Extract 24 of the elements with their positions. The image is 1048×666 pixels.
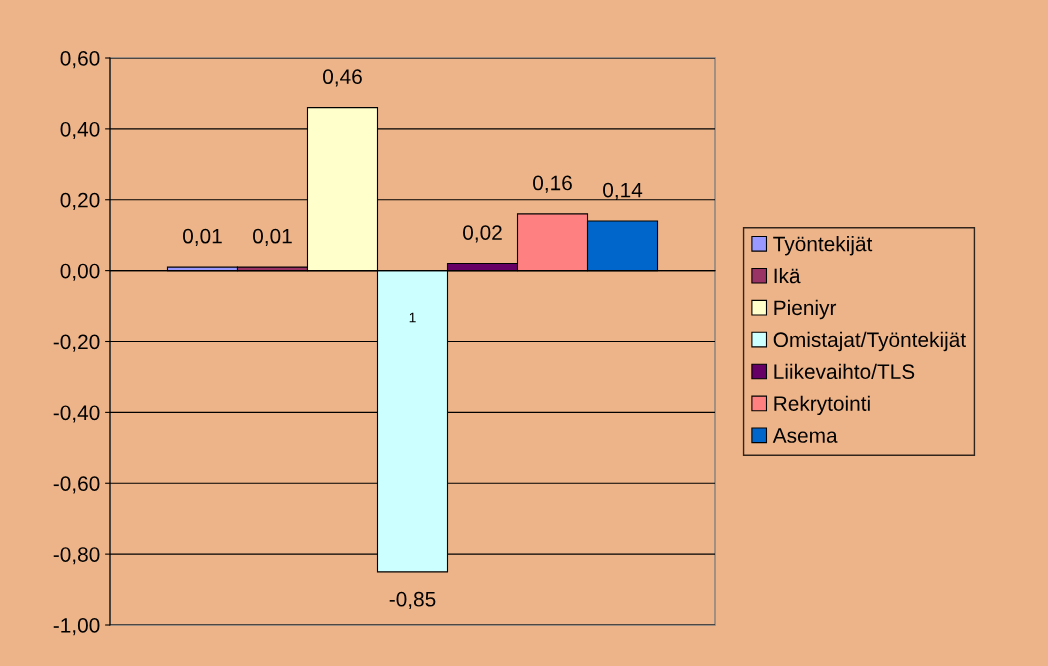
legend-label: Ikä xyxy=(774,267,801,284)
data-label: 0,14 xyxy=(603,182,643,200)
legend-label: Rekrytointi xyxy=(774,395,870,416)
y-tick-label: 0,00 xyxy=(60,263,100,281)
x-tick-label: 1 xyxy=(409,312,416,323)
y-tick-label: 0,20 xyxy=(60,192,100,210)
data-label: 0,01 xyxy=(183,228,222,246)
y-tick-label: -1,00 xyxy=(53,618,100,636)
legend-label: Pieniyr xyxy=(774,299,837,320)
legend-label: Työntekijät xyxy=(773,236,873,256)
y-tick-label: -0,40 xyxy=(53,405,100,423)
y-tick-label: -0,80 xyxy=(53,547,100,565)
data-label: 0,46 xyxy=(323,69,362,87)
legend-label: Liikevaihto/TLS xyxy=(774,363,915,380)
y-tick-label: -0,60 xyxy=(53,476,100,494)
y-tick-label: 0,60 xyxy=(60,51,100,69)
data-label: 0,16 xyxy=(533,175,572,193)
data-label: 0,02 xyxy=(463,225,502,243)
y-tick-label: -0,20 xyxy=(53,334,100,352)
legend-label: Omistajat/Työntekijät xyxy=(773,331,966,352)
data-label: 0,01 xyxy=(253,228,292,246)
data-label: -0,85 xyxy=(389,591,436,610)
legend-label: Asema xyxy=(772,428,838,443)
y-tick-label: 0,40 xyxy=(60,121,100,140)
